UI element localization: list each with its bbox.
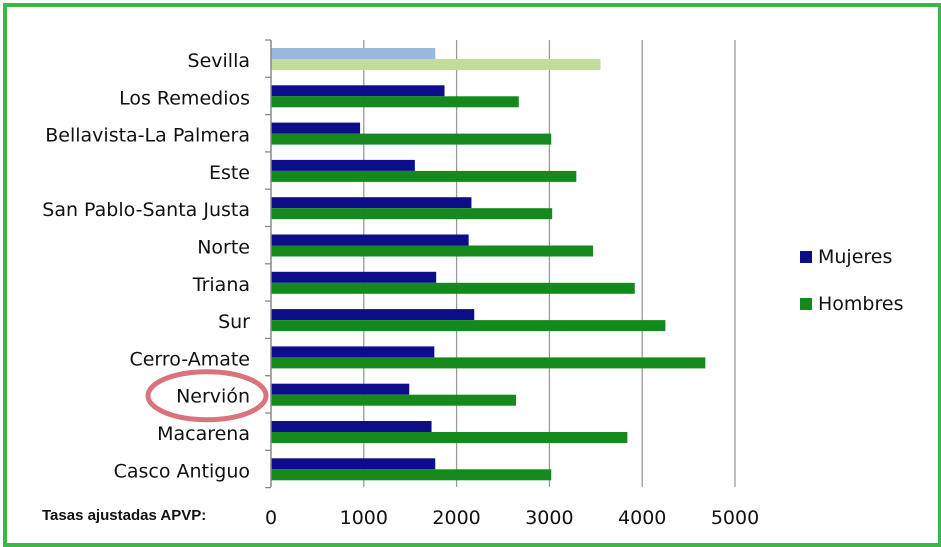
bar-hombres-10 <box>271 432 628 443</box>
bar-hombres-2 <box>271 133 552 145</box>
x-tick-label: 5000 <box>711 507 759 529</box>
bar-hombres-7 <box>271 320 666 332</box>
chart-frame <box>3 3 941 547</box>
x-tick-label: 3000 <box>525 507 573 529</box>
bar-mujeres-7 <box>271 309 475 321</box>
bars <box>271 48 706 481</box>
gridlines <box>363 40 736 487</box>
bar-mujeres-11 <box>271 458 436 470</box>
bar-hombres-6 <box>271 282 635 294</box>
legend-swatch-hombres <box>800 298 812 310</box>
x-tick-label: 1000 <box>340 507 388 529</box>
legend-label-hombres: Hombres <box>818 293 903 315</box>
category-label: Sevilla <box>188 50 250 72</box>
category-label: Sur <box>218 311 250 333</box>
legend: Mujeres Hombres <box>800 246 903 315</box>
bar-hombres-11 <box>271 469 552 481</box>
category-label: Bellavista-La Palmera <box>45 125 250 147</box>
category-label: Los Remedios <box>119 87 250 109</box>
bar-mujeres-3 <box>271 159 415 171</box>
category-label: Casco Antiguo <box>114 460 250 482</box>
x-tick-label: 0 <box>265 507 277 529</box>
bar-mujeres-2 <box>271 122 361 134</box>
bar-hombres-3 <box>271 170 577 182</box>
bar-mujeres-10 <box>271 421 432 432</box>
legend-swatch-mujeres <box>800 251 812 263</box>
bar-mujeres-4 <box>271 197 472 209</box>
axis-tick-marks <box>265 39 271 489</box>
legend-label-mujeres: Mujeres <box>818 246 892 268</box>
category-label: Triana <box>192 274 250 296</box>
bar-mujeres-0 <box>271 48 436 59</box>
bar-hombres-1 <box>271 96 519 108</box>
category-label: San Pablo-Santa Justa <box>42 199 250 221</box>
category-label: Cerro-Amate <box>129 348 250 370</box>
category-label: Nervión <box>176 386 250 408</box>
bar-mujeres-9 <box>271 383 410 395</box>
x-tick-label: 4000 <box>618 507 666 529</box>
category-label: Este <box>209 162 250 184</box>
footnote: Tasas ajustadas APVP: <box>42 507 206 524</box>
bar-mujeres-6 <box>271 271 437 283</box>
bar-hombres-8 <box>271 357 706 369</box>
bar-hombres-9 <box>271 394 516 406</box>
bar-mujeres-8 <box>271 346 435 358</box>
bar-hombres-0 <box>271 59 601 70</box>
bar-hombres-5 <box>271 245 594 257</box>
x-tick-labels: 0 1000 2000 3000 4000 5000 <box>265 507 759 529</box>
highlight-circle <box>145 369 269 423</box>
category-label: Macarena <box>157 423 250 445</box>
bar-mujeres-5 <box>271 234 469 246</box>
x-tick-label: 2000 <box>432 507 480 529</box>
category-label: Norte <box>197 237 250 259</box>
category-labels: Sevilla Los Remedios Bellavista-La Palmera… <box>42 50 250 482</box>
bar-mujeres-1 <box>271 85 445 97</box>
bar-hombres-4 <box>271 208 553 220</box>
